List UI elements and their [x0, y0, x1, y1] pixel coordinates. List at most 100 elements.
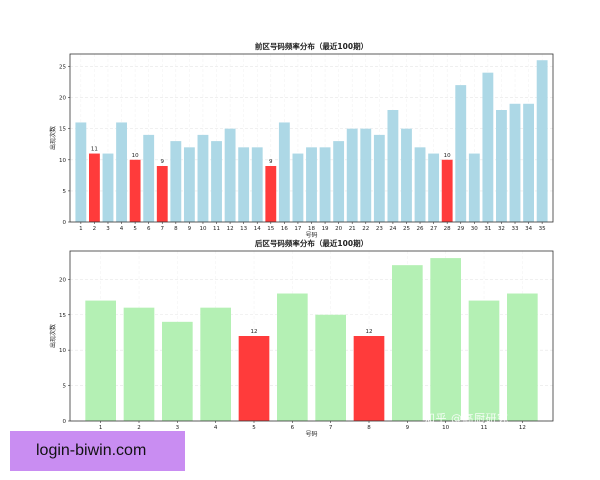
watermark-text: 知乎 @高厨研究: [424, 412, 509, 425]
bar-front-10: [197, 134, 209, 222]
data-label: 12: [366, 329, 373, 335]
bar-front-4: [116, 122, 127, 222]
x-tick-label: 19: [322, 226, 329, 232]
x-tick-label: 4: [214, 425, 218, 431]
bar-front-15: [265, 166, 277, 222]
bar-front-16: [278, 122, 290, 222]
y-axis-label: 出现次数: [49, 324, 57, 348]
bar-back-5: [238, 336, 270, 421]
data-label: 10: [132, 153, 139, 159]
bar-front-7: [156, 166, 168, 222]
bar-front-31: [482, 72, 494, 223]
y-tick-label: 10: [59, 158, 66, 164]
bar-front-2: [88, 153, 100, 222]
x-tick-label: 2: [93, 226, 97, 232]
x-tick-label: 34: [525, 226, 532, 232]
x-tick-label: 16: [281, 226, 288, 232]
bar-back-7: [315, 314, 346, 421]
x-tick-label: 8: [174, 226, 178, 232]
bar-front-21: [346, 128, 358, 222]
bar-front-13: [238, 147, 250, 222]
x-tick-label: 27: [430, 226, 437, 232]
bar-back-3: [162, 321, 193, 421]
bar-back-2: [123, 307, 155, 421]
data-label: 12: [251, 329, 258, 335]
x-tick-label: 12: [227, 226, 234, 232]
x-tick-label: 18: [308, 226, 315, 232]
bar-back-10: [430, 258, 461, 421]
data-label: 9: [161, 159, 165, 165]
y-axis-label: 出现次数: [49, 126, 57, 150]
bar-front-34: [523, 103, 535, 222]
y-tick-label: 0: [63, 419, 67, 425]
bar-back-4: [200, 307, 231, 421]
bar-front-23: [373, 134, 385, 222]
x-tick-label: 22: [362, 226, 369, 232]
bar-front-18: [306, 147, 317, 222]
x-tick-label: 30: [471, 226, 478, 232]
bar-front-20: [333, 141, 345, 222]
x-tick-label: 25: [403, 226, 410, 232]
x-tick-label: 1: [99, 425, 103, 431]
bar-front-14: [251, 147, 263, 222]
banner-text[interactable]: login-biwin.com: [36, 442, 147, 459]
x-tick-label: 3: [106, 226, 110, 232]
x-tick-label: 10: [199, 226, 206, 232]
x-tick-label: 15: [267, 226, 274, 232]
bar-front-33: [509, 103, 521, 222]
bar-front-1: [75, 122, 87, 222]
bar-back-11: [468, 300, 500, 421]
bar-front-3: [102, 153, 114, 222]
x-tick-label: 24: [389, 226, 396, 232]
bar-back-8: [353, 336, 385, 421]
x-tick-label: 11: [481, 425, 488, 431]
x-tick-label: 9: [188, 226, 192, 232]
x-tick-label: 17: [294, 226, 301, 232]
bar-front-11: [211, 141, 222, 222]
y-tick-label: 0: [63, 220, 67, 226]
bar-front-12: [224, 128, 236, 222]
data-label: 11: [91, 147, 98, 153]
bar-front-32: [496, 110, 507, 222]
x-tick-label: 3: [176, 425, 180, 431]
x-tick-label: 11: [213, 226, 220, 232]
bar-front-26: [414, 147, 426, 222]
x-tick-label: 10: [442, 425, 449, 431]
bar-front-25: [401, 128, 412, 222]
chart-title: 前区号码频率分布（最近100期）: [255, 41, 368, 51]
data-label: 10: [444, 153, 451, 159]
x-tick-label: 7: [329, 425, 333, 431]
x-tick-label: 2: [137, 425, 141, 431]
x-tick-label: 23: [376, 226, 383, 232]
y-tick-label: 10: [59, 348, 66, 354]
site-banner[interactable]: login-biwin.com: [10, 431, 185, 471]
x-tick-label: 33: [512, 226, 519, 232]
x-tick-label: 26: [417, 226, 424, 232]
x-tick-label: 29: [457, 226, 464, 232]
bar-front-35: [536, 60, 548, 222]
y-tick-label: 5: [63, 189, 67, 195]
y-tick-label: 15: [59, 313, 66, 319]
x-tick-label: 4: [120, 226, 124, 232]
bar-front-9: [183, 147, 195, 222]
bar-front-8: [170, 141, 182, 222]
bar-back-1: [85, 300, 116, 421]
x-axis-label: 号码: [305, 430, 317, 438]
y-tick-label: 20: [59, 277, 66, 283]
x-tick-label: 12: [519, 425, 526, 431]
x-tick-label: 35: [539, 226, 546, 232]
x-tick-label: 6: [291, 425, 295, 431]
bar-back-12: [507, 293, 538, 421]
x-axis-label: 号码: [305, 231, 317, 239]
x-tick-label: 21: [349, 226, 356, 232]
x-tick-label: 7: [161, 226, 165, 232]
bar-front-5: [129, 159, 141, 222]
bar-front-24: [387, 110, 399, 222]
plot-frame: [69, 250, 554, 422]
bar-front-28: [441, 159, 453, 222]
bar-front-30: [468, 153, 480, 222]
x-tick-label: 28: [444, 226, 451, 232]
x-tick-label: 14: [254, 226, 261, 232]
bar-front-19: [319, 147, 331, 222]
